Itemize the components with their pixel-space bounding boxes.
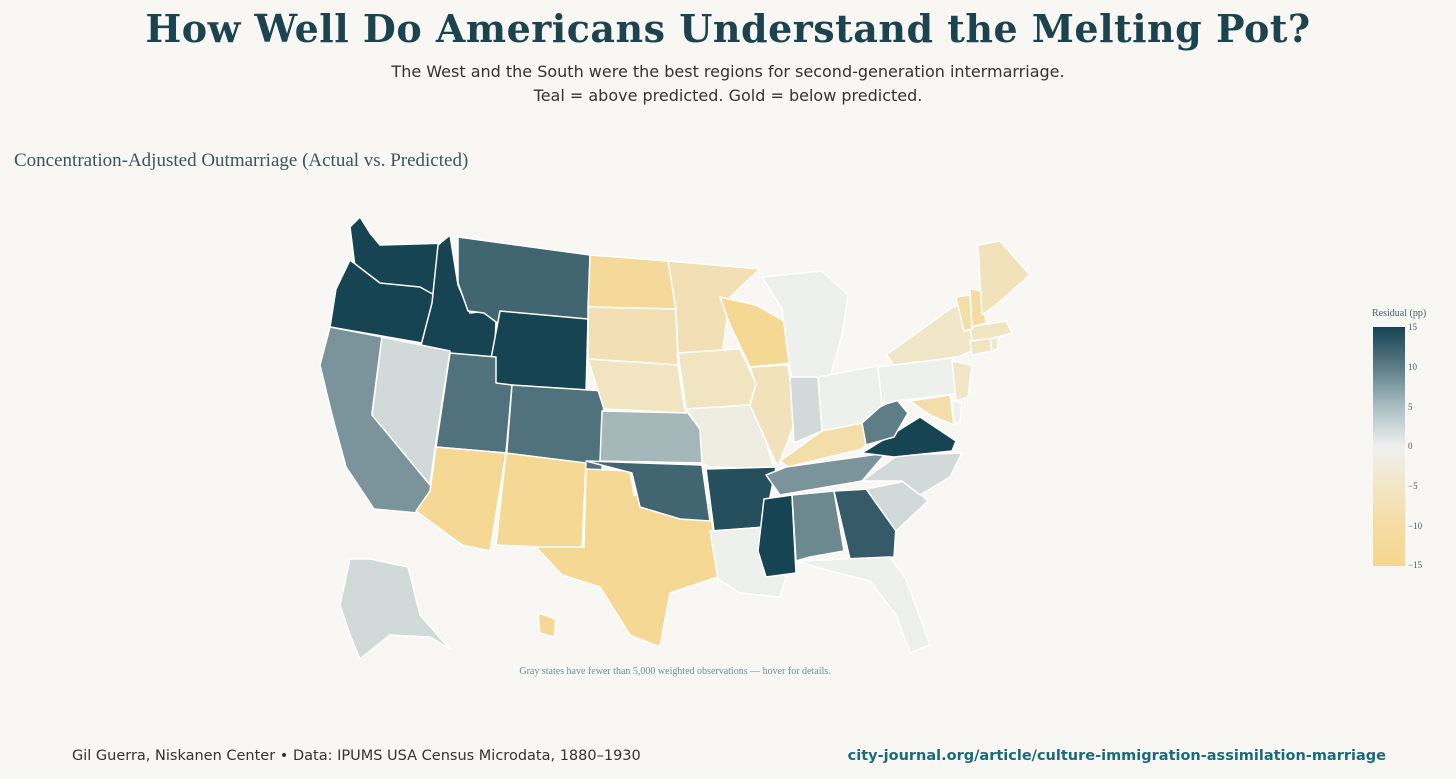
footer-url-link[interactable]: city-journal.org/article/culture-immigra…	[847, 748, 1386, 764]
subtitle-line-2: Teal = above predicted. Gold = below pre…	[533, 86, 923, 105]
colorbar-tick: 15	[1408, 322, 1417, 332]
state-alaska[interactable]	[339, 558, 451, 660]
state-illinois[interactable]	[749, 364, 797, 468]
colorbar-tick: −15	[1408, 560, 1423, 570]
colorbar-gradient	[1373, 327, 1405, 566]
state-alabama[interactable]	[791, 490, 845, 562]
state-hawaii[interactable]	[537, 612, 557, 638]
colorbar-tick: −10	[1408, 521, 1423, 531]
state-rhode-island[interactable]	[989, 336, 999, 352]
state-mississippi[interactable]	[757, 494, 797, 578]
us-choropleth-map[interactable]	[310, 205, 1040, 665]
state-south-carolina[interactable]	[865, 480, 929, 532]
state-virginia[interactable]	[861, 416, 957, 458]
state-kansas[interactable]	[599, 410, 703, 464]
state-tennessee[interactable]	[765, 452, 887, 496]
state-maryland[interactable]	[909, 394, 955, 426]
colorbar-tick: −5	[1408, 481, 1418, 491]
state-new-mexico[interactable]	[495, 452, 587, 550]
map-title: Concentration-Adjusted Outmarriage (Actu…	[14, 150, 469, 171]
state-wyoming[interactable]	[485, 310, 589, 394]
state-massachusetts[interactable]	[969, 320, 1013, 342]
state-nebraska[interactable]	[587, 358, 687, 414]
state-maine[interactable]	[977, 240, 1031, 316]
footer-credit: Gil Guerra, Niskanen Center • Data: IPUM…	[72, 748, 641, 764]
colorbar-tick: 10	[1408, 362, 1417, 372]
state-nevada[interactable]	[371, 336, 451, 486]
state-north-dakota[interactable]	[587, 254, 677, 310]
colorbar-title: Residual (pp)	[1372, 308, 1427, 319]
page-title: How Well Do Americans Understand the Mel…	[145, 6, 1311, 51]
state-indiana[interactable]	[789, 376, 823, 444]
state-florida[interactable]	[795, 556, 931, 654]
colorbar-tick: 5	[1408, 402, 1413, 412]
subtitle-line-1: The West and the South were the best reg…	[391, 62, 1065, 81]
state-south-dakota[interactable]	[587, 306, 679, 366]
map-footnote: Gray states have fewer than 5,000 weight…	[519, 666, 831, 677]
state-new-jersey[interactable]	[951, 360, 973, 402]
state-oklahoma[interactable]	[585, 460, 711, 522]
colorbar-tick: 0	[1408, 441, 1413, 451]
state-vermont[interactable]	[955, 294, 973, 332]
state-west-virginia[interactable]	[861, 398, 909, 446]
state-iowa[interactable]	[677, 348, 757, 410]
